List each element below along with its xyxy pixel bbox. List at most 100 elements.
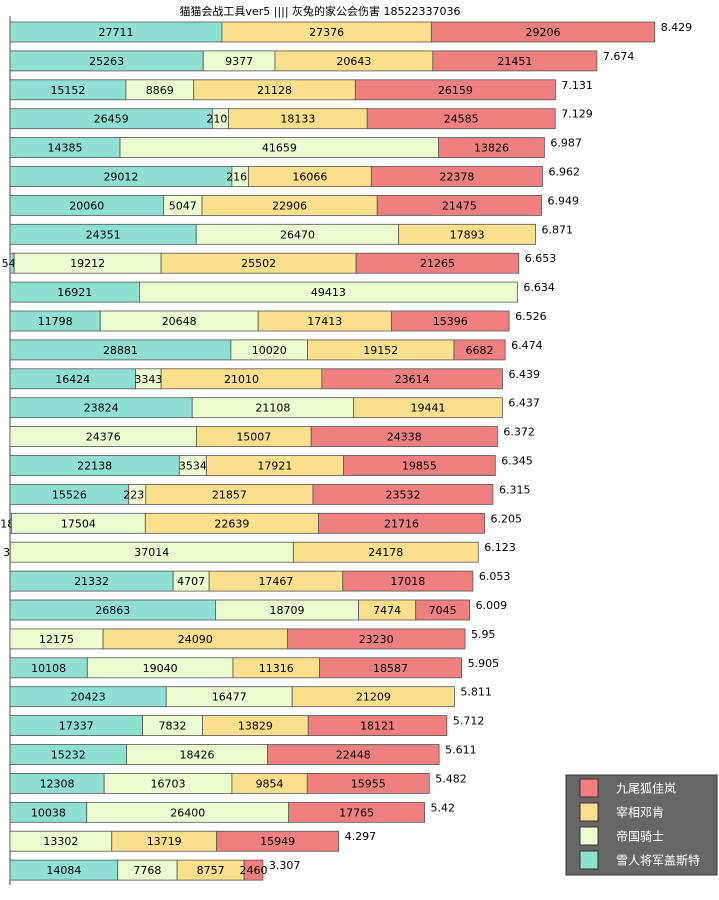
bar-segment [355, 252, 520, 274]
value-label: 19441 [411, 402, 446, 415]
value-label: 14084 [46, 864, 81, 877]
value-label: 9377 [225, 55, 253, 68]
value-label: 23532 [385, 488, 420, 501]
value-label: 4707 [177, 575, 205, 588]
value-label: 2231 [123, 488, 151, 501]
value-label: 18133 [280, 113, 315, 126]
bar-segment [354, 79, 556, 101]
value-label: 17921 [257, 460, 292, 473]
value-label: 15396 [433, 315, 468, 328]
value-label: 12308 [40, 777, 75, 790]
value-label: 19040 [143, 662, 178, 675]
value-label: 16424 [55, 373, 90, 386]
value-label: 2109 [206, 113, 234, 126]
legend-label: 九尾狐佳岚 [616, 782, 676, 796]
total-label: 7.674 [603, 50, 635, 63]
bar-segment [432, 50, 598, 72]
total-label: 5.482 [435, 772, 467, 785]
value-label: 21108 [255, 402, 290, 415]
value-label: 18121 [360, 720, 395, 733]
bar-segment [307, 715, 448, 736]
value-label: 23230 [359, 633, 394, 646]
value-label: 28881 [103, 344, 138, 357]
value-label: 6682 [466, 344, 494, 357]
value-label: 19855 [402, 460, 437, 473]
value-label: 26159 [438, 84, 473, 97]
value-label: 29012 [103, 171, 138, 184]
value-label: 24178 [368, 546, 403, 559]
total-label: 6.123 [484, 541, 515, 554]
total-label: 4.297 [345, 830, 377, 843]
value-label: 22639 [214, 517, 249, 530]
bar-segment [318, 512, 485, 534]
bar-segment [216, 830, 340, 852]
total-label: 6.962 [548, 166, 580, 179]
total-label: 6.526 [515, 310, 547, 323]
value-label: 16066 [292, 171, 327, 184]
value-label: 2161 [226, 171, 254, 184]
value-label: 15007 [236, 431, 271, 444]
value-label: 17765 [339, 806, 374, 819]
total-label: 5.42 [431, 801, 456, 814]
value-label: 20423 [71, 691, 106, 704]
value-label: 17893 [450, 228, 485, 241]
value-label: 10020 [252, 344, 287, 357]
total-label: 6.437 [508, 397, 540, 410]
value-label: 15526 [52, 488, 87, 501]
total-label: 6.053 [479, 570, 511, 583]
bar-segment [243, 859, 264, 881]
total-label: 6.949 [547, 194, 579, 207]
total-label: 6.474 [511, 339, 543, 352]
value-label: 21475 [442, 199, 477, 212]
total-label: 5.712 [453, 715, 485, 728]
bar-segment [267, 744, 440, 765]
bar-segment [353, 397, 503, 419]
value-label: 21857 [212, 488, 247, 501]
value-label: 17467 [258, 575, 293, 588]
value-label: 20060 [69, 199, 104, 212]
value-label: 15232 [51, 749, 86, 762]
bar-segment [286, 628, 466, 650]
value-label: 7045 [429, 604, 457, 617]
value-label: 37014 [134, 546, 169, 559]
value-label: 7474 [373, 604, 401, 617]
total-label: 6.315 [499, 483, 531, 496]
value-label: 19212 [70, 257, 105, 270]
value-label: 22906 [272, 199, 307, 212]
bar-segment [306, 773, 430, 794]
legend-swatch [579, 778, 599, 798]
bar-segment [438, 137, 545, 159]
total-label: 5.811 [460, 686, 492, 699]
bar-segment [453, 339, 506, 361]
value-label: 22138 [77, 460, 112, 473]
value-label: 3343 [134, 373, 162, 386]
total-label: 6.634 [523, 281, 555, 294]
value-label: 18709 [270, 604, 305, 617]
total-label: 5.611 [445, 744, 477, 757]
bar-segment [319, 657, 463, 679]
total-label: 8.429 [661, 21, 693, 34]
value-label: 49413 [311, 286, 346, 299]
value-label: 41659 [262, 142, 297, 155]
value-label: 3534 [179, 460, 207, 473]
value-label: 13826 [474, 142, 509, 155]
bar-segment [310, 426, 498, 448]
value-label: 17413 [307, 315, 342, 328]
value-label: 17504 [61, 517, 96, 530]
value-label: 13302 [43, 835, 78, 848]
value-label: 18587 [373, 662, 408, 675]
legend-label: 雪人将军盖斯特 [616, 853, 700, 868]
bar-segment [139, 281, 518, 303]
value-label: 16477 [212, 691, 247, 704]
value-label: 21209 [356, 691, 391, 704]
value-label: 26470 [280, 228, 315, 241]
value-label: 23824 [84, 402, 119, 415]
value-label: 12175 [39, 633, 74, 646]
legend-swatch [579, 850, 599, 870]
total-label: 7.131 [561, 79, 593, 92]
value-label: 9854 [256, 777, 284, 790]
value-label: 25263 [89, 55, 124, 68]
bar-segment [288, 801, 425, 823]
bar-segment [292, 541, 479, 563]
